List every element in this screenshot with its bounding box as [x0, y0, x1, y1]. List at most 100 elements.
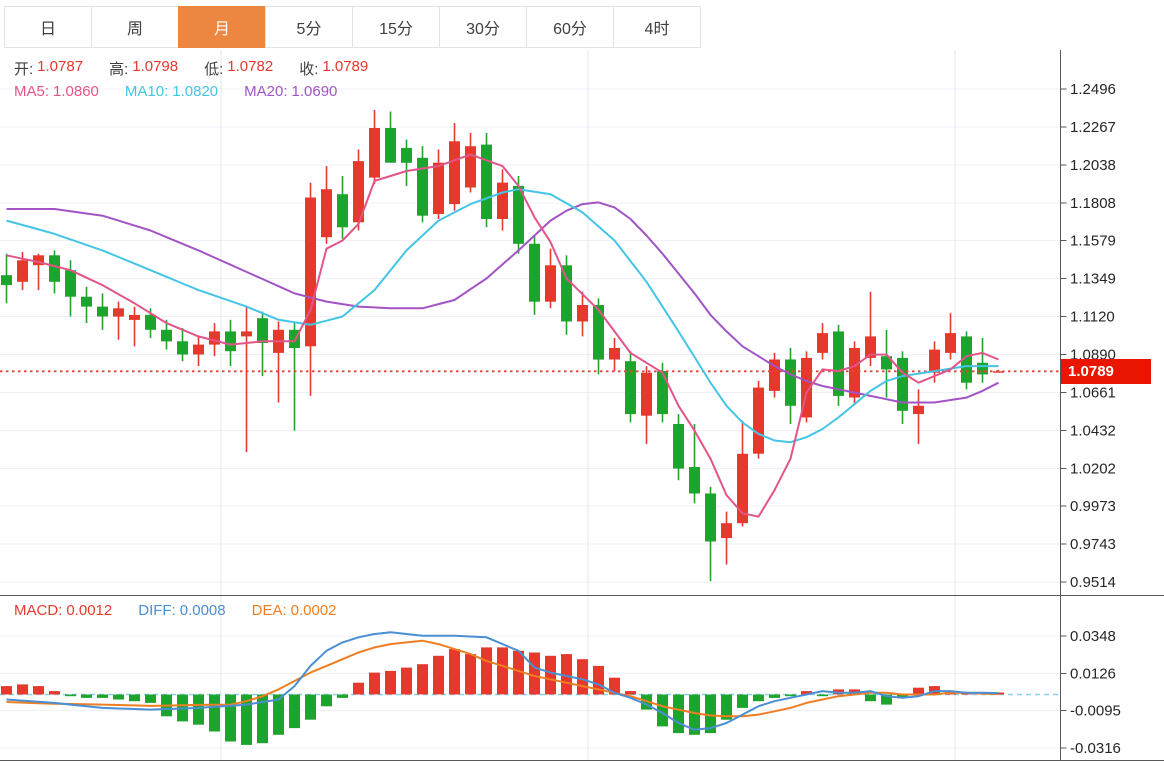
- ma10-readout: MA10: 1.0820: [125, 83, 218, 100]
- macd-bar: [385, 670, 396, 695]
- macd-bar: [81, 694, 92, 698]
- macd-bar: [609, 677, 620, 695]
- price-chart-canvas[interactable]: 1.2496 1.2267 1.2038 1.1808 1.1579 1.1349 1.11…: [0, 48, 1164, 596]
- tab-day-label: 日: [39, 21, 56, 38]
- macd-bar: [801, 691, 812, 695]
- diff-line: [6, 631, 999, 731]
- candle: [465, 133, 476, 193]
- ma-legend: MA5: 1.0860 MA10: 1.0820 MA20: 1.0690: [14, 83, 363, 100]
- close-readout: 收: 1.0789: [299, 58, 368, 79]
- candle: [433, 149, 444, 219]
- ma5-label: MA5:: [14, 83, 50, 100]
- price-axis-label: 1.2038: [1070, 157, 1116, 174]
- macd-bar: [529, 652, 540, 695]
- macd-value: 0.0012: [66, 602, 113, 619]
- tab-4hour[interactable]: 4时: [613, 6, 701, 48]
- price-axis-label: 0.9514: [1070, 574, 1116, 591]
- macd-axis-label: -0.0095: [1070, 703, 1121, 720]
- tab-5min[interactable]: 5分: [265, 6, 353, 48]
- candle: [161, 319, 172, 350]
- ma20-value: 1.0690: [291, 83, 338, 100]
- macd-bar: [881, 694, 892, 705]
- candle: [193, 336, 204, 367]
- current-price-value: 1.0789: [1068, 363, 1114, 380]
- ma20-label: MA20:: [244, 83, 288, 100]
- candle: [545, 248, 556, 309]
- close-label: 收:: [299, 61, 319, 78]
- price-axis-label: 1.0202: [1070, 460, 1116, 477]
- tab-30min-label: 30分: [466, 21, 500, 38]
- tab-day[interactable]: 日: [4, 6, 92, 48]
- ma20-line: [6, 201, 999, 404]
- macd-bar: [241, 694, 252, 745]
- candle: [497, 169, 508, 231]
- candle: [673, 414, 684, 481]
- candle: [321, 166, 332, 244]
- macd-bar: [513, 650, 524, 695]
- dea-value: 0.0002: [290, 602, 337, 619]
- open-value: 1.0787: [37, 58, 84, 75]
- candle: [849, 341, 860, 405]
- macd-bar: [273, 694, 284, 735]
- dea-readout: DEA: 0.0002: [252, 602, 337, 619]
- candle: [577, 291, 588, 337]
- candle: [625, 351, 636, 423]
- candles: [1, 109, 1004, 582]
- dea-label: DEA:: [251, 602, 287, 619]
- macd-bar: [225, 694, 236, 742]
- macd-axis-label: 0.0126: [1070, 665, 1116, 682]
- macd-bar: [289, 694, 300, 729]
- candle: [977, 338, 988, 383]
- macd-bar: [353, 682, 364, 695]
- macd-bar: [113, 694, 124, 700]
- candle: [129, 306, 140, 347]
- tab-30min[interactable]: 30分: [439, 6, 527, 48]
- macd-bar: [401, 667, 412, 695]
- candle: [81, 286, 92, 324]
- tab-month-label: 月: [213, 21, 230, 38]
- macd-bar: [321, 694, 332, 707]
- macd-bar: [561, 654, 572, 695]
- candle: [769, 352, 780, 398]
- candle: [529, 235, 540, 315]
- macd-bar: [49, 691, 60, 695]
- close-value: 1.0789: [322, 58, 369, 75]
- diff-label: DIFF:: [138, 602, 176, 619]
- candle: [721, 511, 732, 565]
- macd-bar: [673, 694, 684, 734]
- candle: [481, 133, 492, 228]
- tab-month[interactable]: 月: [178, 6, 266, 48]
- price-axis-label: 1.0432: [1070, 422, 1116, 439]
- macd-bar: [305, 694, 316, 720]
- ma5-readout: MA5: 1.0860: [14, 83, 99, 100]
- open-label: 开:: [14, 61, 34, 78]
- macd-chart-canvas[interactable]: 0.0348 0.0126 -0.0095 -0.0316: [0, 596, 1164, 769]
- candle: [737, 420, 748, 527]
- candle: [449, 123, 460, 211]
- high-label: 高:: [109, 61, 129, 78]
- open-readout: 开: 1.0787: [14, 58, 83, 79]
- macd-bar: [465, 654, 476, 695]
- tab-60min[interactable]: 60分: [526, 6, 614, 48]
- candle: [817, 323, 828, 360]
- dea-line: [6, 639, 999, 718]
- tab-15min[interactable]: 15分: [352, 6, 440, 48]
- macd-bar: [897, 694, 908, 698]
- macd-bar: [721, 694, 732, 720]
- candle: [833, 324, 844, 406]
- diff-readout: DIFF: 0.0008: [138, 602, 225, 619]
- macd-bar: [785, 694, 796, 697]
- candle: [785, 347, 796, 424]
- tab-week[interactable]: 周: [91, 6, 179, 48]
- candle: [1, 253, 12, 304]
- candle: [353, 149, 364, 231]
- macd-axis-label: 0.0348: [1070, 628, 1116, 645]
- candle: [561, 255, 572, 335]
- price-axis-label: 0.9973: [1070, 498, 1116, 515]
- macd-bar: [97, 694, 108, 698]
- macd-legend: MACD: 0.0012 DIFF: 0.0008 DEA: 0.0002: [14, 602, 363, 619]
- candle: [49, 250, 60, 294]
- macd-bar: [129, 694, 140, 702]
- macd-bar: [369, 672, 380, 695]
